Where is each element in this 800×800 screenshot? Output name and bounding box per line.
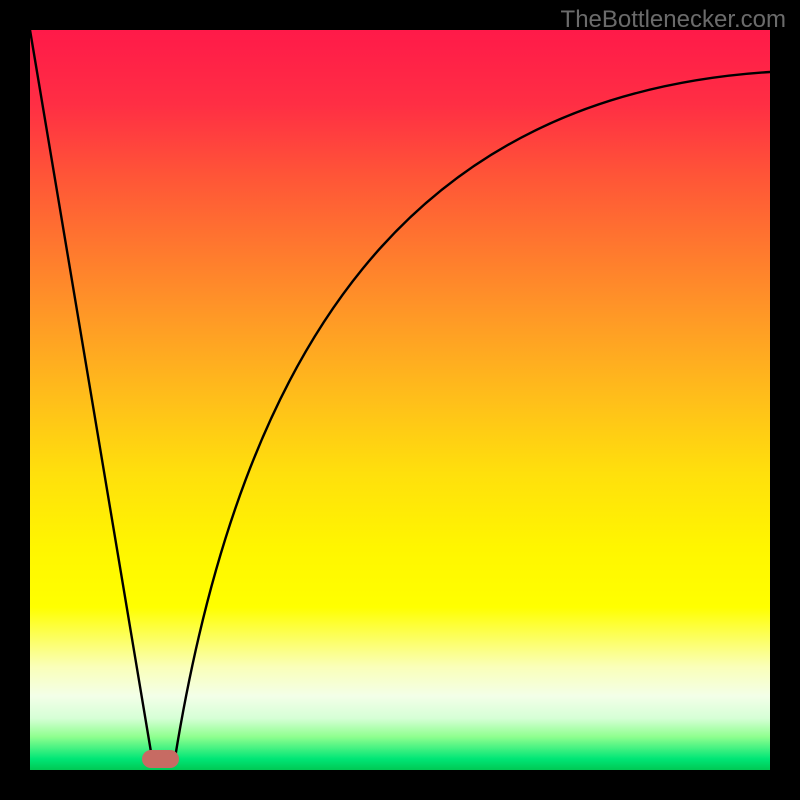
- watermark-text: TheBottlenecker.com: [561, 6, 786, 34]
- bottleneck-chart: TheBottlenecker.com: [0, 0, 800, 800]
- chart-svg: [0, 0, 800, 800]
- plot-background: [30, 30, 770, 770]
- optimal-marker: [142, 750, 179, 768]
